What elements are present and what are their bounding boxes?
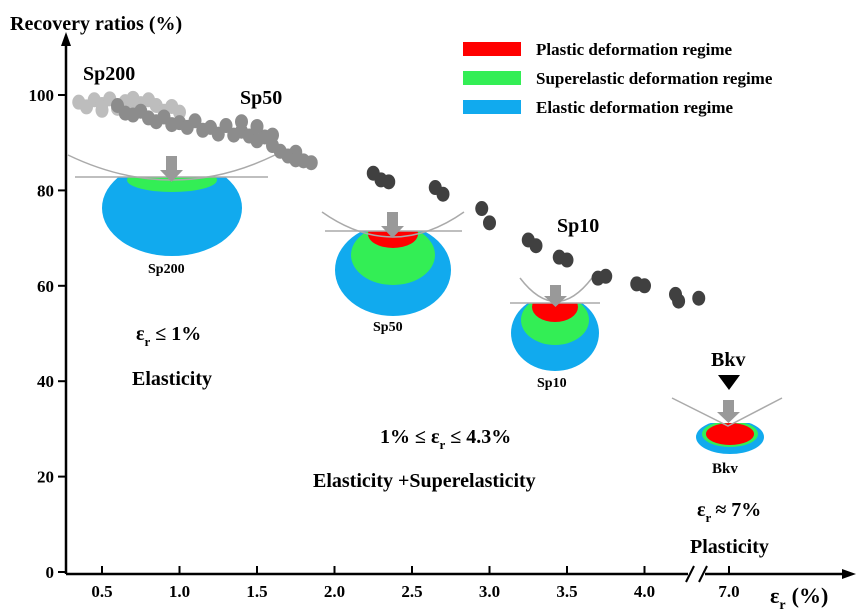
regime3-name: Plasticity: [690, 536, 769, 558]
x-axis-label: εr (%): [770, 583, 828, 610]
bkv-plastic-zone: [706, 423, 754, 445]
data-point-sp10: [436, 186, 450, 202]
axis-break-mark-1: [685, 565, 695, 583]
sp200-illustration: Sp200: [67, 150, 276, 277]
regime1-name: Elasticity: [132, 368, 212, 390]
data-point-sp10: [692, 290, 706, 306]
axes: [61, 32, 856, 583]
data-point-sp10: [483, 215, 496, 231]
data-point-sp10: [638, 278, 651, 294]
bkv-indenter-marker: [718, 375, 740, 390]
data-point-sp50: [188, 113, 202, 129]
x-ticks: 0.5 1.0 1.5 2.0 2.5 3.0 3.5 4.0 7.0: [91, 566, 740, 601]
series-label-sp50: Sp50: [240, 87, 282, 109]
x-axis-arrow: [842, 569, 856, 579]
series-label-sp200: Sp200: [83, 63, 135, 85]
y-tick-label: 60: [37, 277, 54, 296]
y-axis-label: Recovery ratios (%): [10, 13, 182, 35]
y-ticks: 0 20 40 60 80 100: [29, 86, 66, 582]
sp10-figure-label: Sp10: [537, 376, 567, 391]
data-point-sp50: [304, 155, 318, 171]
regime-superelasticity: 1% ≤ εr ≤ 4.3% Elasticity +Superelastici…: [313, 426, 536, 492]
data-point-sp10: [382, 174, 396, 190]
bkv-indenter: [671, 397, 783, 427]
data-point-sp10: [560, 252, 574, 268]
data-point-sp50: [289, 152, 303, 168]
sp200-arrow-head: [160, 170, 183, 182]
regime1-condition: εr ≤ 1%: [136, 323, 201, 349]
regime-elasticity: εr ≤ 1% Elasticity: [132, 323, 212, 390]
x-tick-label: 4.0: [634, 582, 655, 601]
sp50-figure-label: Sp50: [373, 320, 403, 335]
data-point-sp10: [475, 201, 489, 217]
scatter-points: [72, 90, 706, 309]
x-tick-label: 3.5: [556, 582, 577, 601]
sp10-arrow-shaft: [550, 285, 561, 296]
data-point-sp50: [219, 118, 233, 134]
bkv-illustration: Bkv: [671, 375, 783, 477]
data-point-sp10: [529, 238, 543, 254]
x-tick-label: 2.0: [324, 582, 345, 601]
y-tick-label: 0: [46, 563, 55, 582]
regime2-name: Elasticity +Superelasticity: [313, 470, 536, 492]
legend-swatch-superelastic: [463, 71, 521, 85]
sp10-illustration: Sp10: [505, 277, 605, 391]
sp200-figure-label: Sp200: [148, 262, 185, 277]
regime2-condition: 1% ≤ εr ≤ 4.3%: [380, 426, 511, 452]
legend-label-superelastic: Superelastic deformation regime: [536, 69, 773, 88]
data-point-sp200: [126, 90, 140, 106]
y-tick-label: 80: [37, 181, 54, 200]
legend: Plastic deformation regime Superelastic …: [463, 40, 773, 117]
legend-swatch-plastic: [463, 42, 521, 56]
regime-plasticity: εr ≈ 7% Plasticity: [690, 499, 769, 558]
sp200-arrow-shaft: [166, 156, 177, 170]
y-tick-label: 20: [37, 468, 54, 487]
data-point-sp200: [95, 102, 109, 118]
data-point-sp10: [599, 268, 613, 284]
data-point-sp10: [672, 293, 686, 309]
data-point-sp50: [266, 127, 279, 143]
bkv-arrow-shaft: [723, 400, 734, 412]
x-tick-label: 0.5: [91, 582, 112, 601]
svg-text:εr(%): εr (%): [770, 583, 828, 610]
series-label-bkv: Bkv: [711, 349, 745, 371]
data-point-sp50: [235, 114, 248, 130]
y-tick-label: 100: [29, 86, 55, 105]
x-tick-label: 1.5: [246, 582, 267, 601]
sp50-arrow-head: [381, 226, 404, 238]
sp50-illustration: Sp50: [321, 205, 465, 335]
sp10-arrow-head: [544, 296, 567, 307]
x-tick-label: 1.0: [169, 582, 190, 601]
sp50-arrow-shaft: [387, 212, 398, 226]
y-tick-label: 40: [37, 372, 54, 391]
data-point-sp200: [173, 104, 186, 120]
x-tick-label: 2.5: [401, 582, 422, 601]
data-point-sp50: [250, 118, 264, 134]
bkv-arrow-head: [717, 412, 740, 423]
bkv-figure-label: Bkv: [712, 461, 738, 477]
regime3-condition: εr ≈ 7%: [697, 499, 761, 525]
legend-label-elastic: Elastic deformation regime: [536, 98, 733, 117]
legend-label-plastic: Plastic deformation regime: [536, 40, 733, 59]
x-tick-label: 7.0: [718, 582, 739, 601]
y-axis-arrow: [61, 32, 71, 46]
legend-swatch-elastic: [463, 100, 521, 114]
axis-break-mark-2: [698, 565, 708, 583]
series-label-sp10: Sp10: [557, 215, 599, 237]
x-tick-label: 3.0: [479, 582, 500, 601]
